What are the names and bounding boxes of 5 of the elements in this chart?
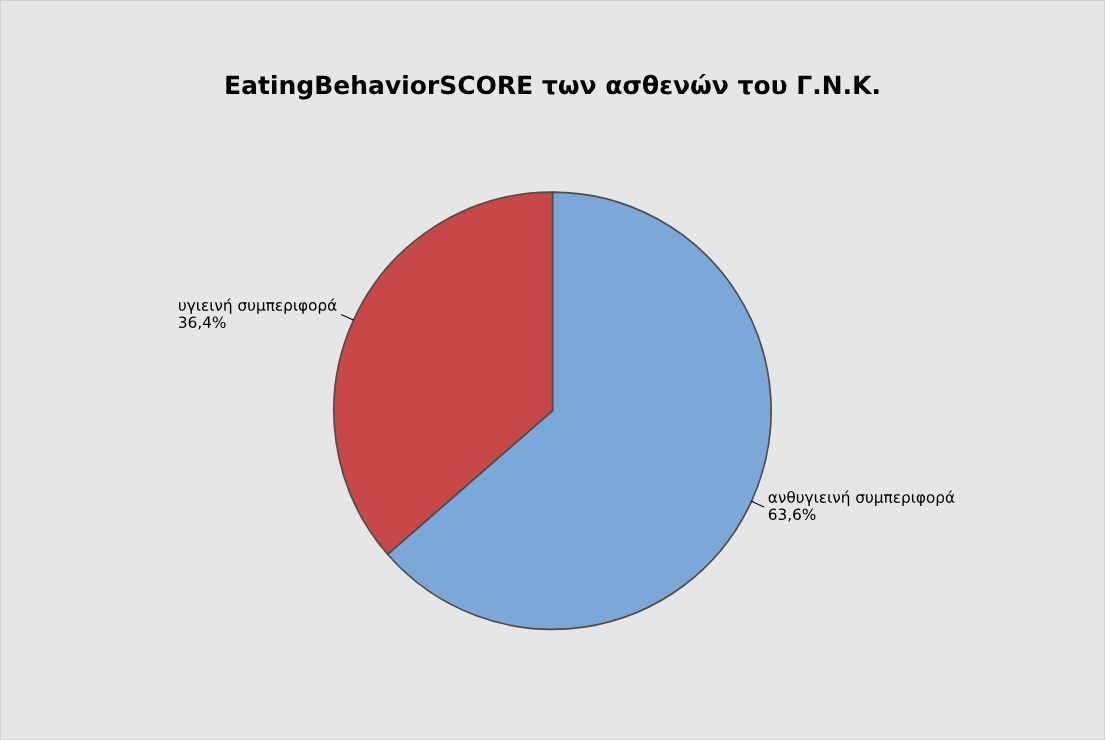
data-label: 36,4%: [179, 316, 226, 330]
data-label: 63,6%: [768, 508, 816, 522]
slice-label: υγιεινή συμπεριφορά: [179, 298, 337, 314]
slice-label: ανθυγιεινή συμπεριφορά: [768, 490, 955, 506]
chart-title: EatingBehaviorSCORE των ασθενών του Γ.Ν.Κ.: [226, 74, 879, 100]
